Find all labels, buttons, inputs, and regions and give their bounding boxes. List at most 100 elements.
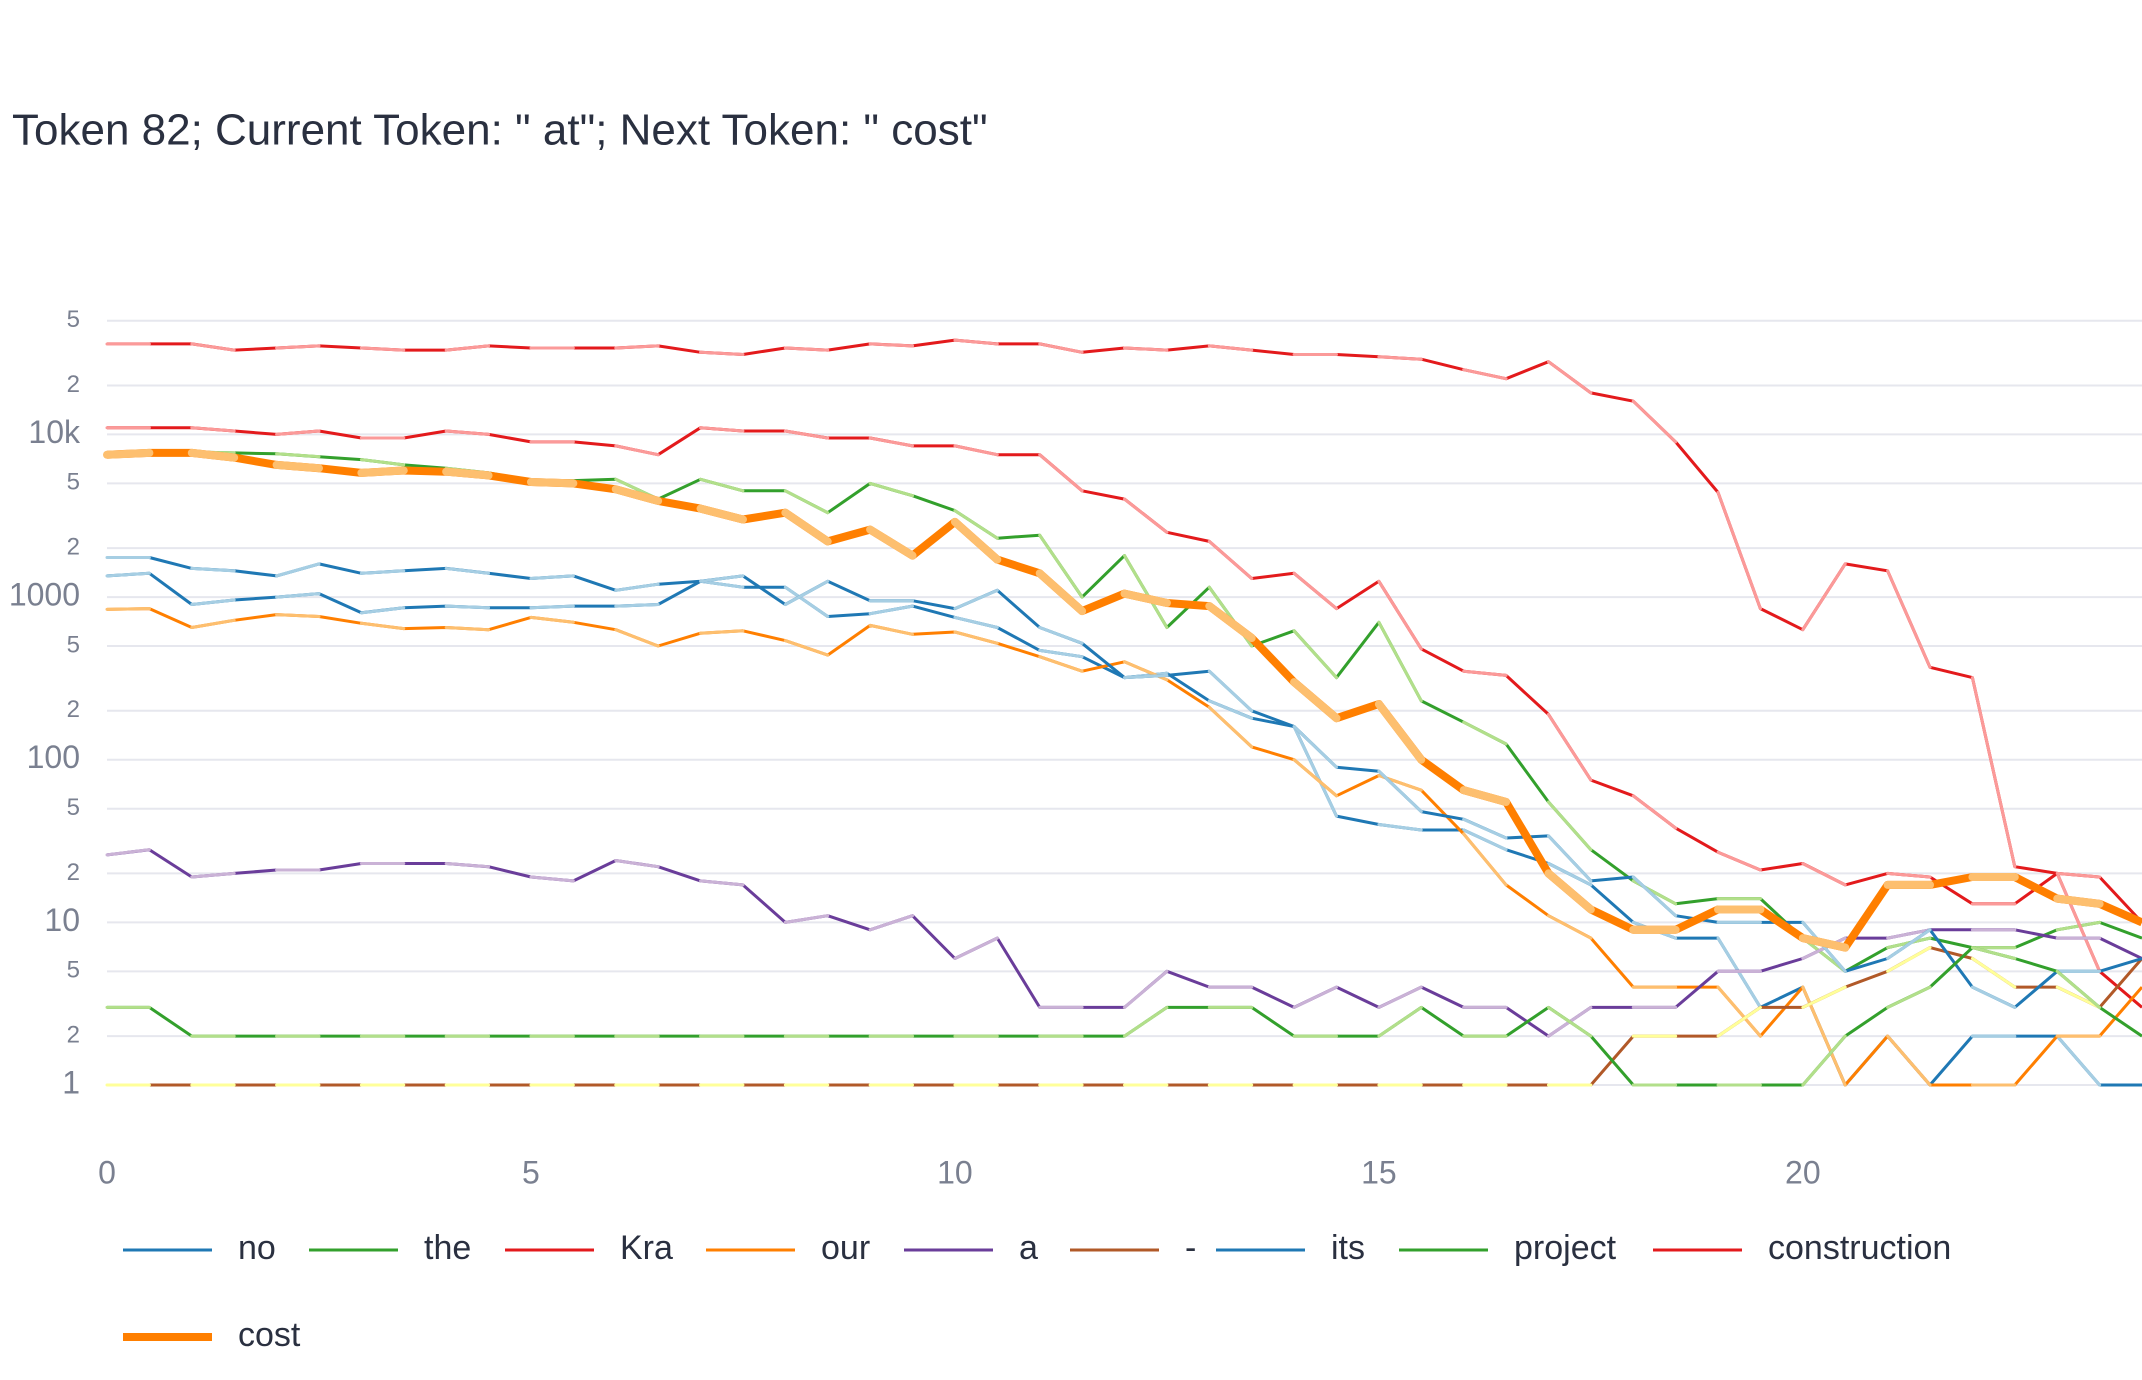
line-segment-highlight	[1462, 817, 1508, 840]
line-segment-highlight	[1374, 700, 1426, 764]
line-segment-highlight	[781, 508, 832, 546]
y-tick-label: 2	[67, 696, 80, 723]
line-segment-highlight	[1970, 676, 2017, 869]
y-tick-label: 10	[44, 902, 80, 938]
line-segment-highlight	[1544, 869, 1595, 914]
y-tick-label: 100	[27, 739, 80, 775]
line-segment-highlight	[2055, 1034, 2102, 1087]
line-segment-highlight	[444, 604, 491, 610]
line-segment-highlight	[444, 566, 491, 575]
line-segment-highlight	[275, 429, 321, 436]
line-segment-highlight	[1462, 368, 1508, 381]
x-tick-label: 10	[937, 1154, 973, 1190]
line-segment-highlight	[866, 525, 917, 560]
line-segment-highlight	[1038, 453, 1084, 493]
legend-label: Kra	[620, 1229, 673, 1267]
line-segment-highlight	[2055, 969, 2102, 1009]
line-segment-highlight	[1459, 786, 1511, 806]
line-segment-highlight	[1546, 800, 1593, 852]
line-segment-highlight	[190, 566, 236, 573]
line-segment-highlight	[1292, 629, 1338, 680]
line-segment-highlight	[2055, 871, 2102, 879]
legend-label: no	[238, 1229, 276, 1267]
line-segment-highlight	[611, 485, 663, 505]
line-segment-highlight	[1207, 669, 1254, 713]
line-segment-highlight	[1631, 399, 1678, 444]
series-line	[106, 607, 2142, 1087]
line-segment-highlight	[1292, 758, 1338, 798]
line-segment-highlight	[1631, 794, 1678, 830]
y-tick-label: 5	[67, 306, 80, 333]
line-segment-highlight	[190, 342, 236, 352]
line-segment-highlight	[1123, 346, 1169, 352]
line-segment-highlight	[1546, 862, 1593, 887]
line-segment-highlight	[1886, 871, 1932, 879]
line-segment-highlight	[614, 859, 660, 869]
line-segment-highlight	[868, 914, 915, 932]
line-segment-highlight	[1970, 946, 2017, 960]
line-segment-highlight	[442, 467, 493, 480]
series-line	[107, 426, 2142, 1009]
line-segment-highlight	[783, 639, 830, 657]
y-tick-label: 10k	[28, 414, 81, 450]
line-segment-highlight	[699, 629, 745, 635]
legend-label: -	[1185, 1229, 1196, 1267]
line-segment-highlight	[699, 574, 745, 583]
line-segment-highlight	[953, 936, 999, 960]
line-segment-highlight	[1377, 620, 1423, 703]
line-segment-highlight	[359, 621, 406, 631]
line-segment-highlight	[783, 346, 830, 352]
line-segment-highlight	[1292, 725, 1338, 769]
line-segment-highlight	[1207, 705, 1254, 749]
line-segment-highlight	[1546, 914, 1593, 940]
line-segment-highlight	[1207, 344, 1254, 352]
line-segment-highlight	[868, 436, 915, 448]
line-segment-highlight	[1292, 985, 1338, 1009]
line-segment-highlight	[105, 607, 151, 611]
line-segment-highlight	[868, 342, 915, 348]
line-segment-highlight	[190, 871, 236, 879]
line-segment-highlight	[868, 481, 915, 498]
line-segment-highlight	[1886, 928, 1932, 960]
line-segment-highlight	[614, 603, 660, 608]
line-segment-highlight	[1886, 946, 1932, 973]
line-segment-highlight	[1970, 985, 2017, 1009]
line-segment-highlight	[1207, 539, 1254, 581]
chart-title: Token 82; Current Token: " at"; Next Tok…	[12, 106, 988, 155]
legend-label: our	[821, 1229, 870, 1267]
y-tick-label: 5	[67, 794, 80, 821]
line-segment-highlight	[950, 517, 1002, 564]
line-segment-highlight	[783, 429, 830, 440]
line-segment-highlight	[783, 914, 830, 924]
line-segment-highlight	[1038, 342, 1084, 354]
x-tick-label: 0	[98, 1154, 116, 1190]
line-segment-highlight	[614, 582, 660, 592]
line-segment-highlight	[275, 613, 321, 618]
line-segment-highlight	[1801, 985, 1847, 1009]
line-segment-highlight	[1205, 602, 1256, 643]
line-segment-highlight	[359, 346, 406, 352]
y-tick-label: 2	[67, 371, 80, 398]
line-segment-highlight	[614, 444, 660, 457]
line-segment-highlight	[529, 574, 575, 581]
y-tick-label: 1	[62, 1064, 80, 1100]
line-segment-highlight	[1038, 655, 1084, 673]
line-segment-highlight	[1801, 1034, 1847, 1087]
y-tick-label: 5	[67, 631, 80, 658]
line-segment-highlight	[614, 628, 660, 648]
line-segment-highlight	[953, 588, 999, 611]
line-segment-highlight	[529, 875, 575, 883]
line-segment-highlight	[1801, 862, 1847, 887]
line-segment-highlight	[1377, 822, 1423, 832]
line-segment-highlight	[953, 338, 999, 346]
line-segment-highlight	[1123, 1005, 1169, 1038]
line-segment-highlight	[1377, 579, 1423, 651]
line-segment-highlight	[699, 879, 745, 887]
series-line	[107, 556, 2142, 1009]
y-tick-label: 5	[67, 957, 80, 984]
line-segment-highlight	[1462, 828, 1508, 852]
line-segment-highlight	[529, 615, 575, 624]
line-segment-highlight	[526, 477, 578, 488]
line-segment-highlight	[1462, 720, 1508, 746]
